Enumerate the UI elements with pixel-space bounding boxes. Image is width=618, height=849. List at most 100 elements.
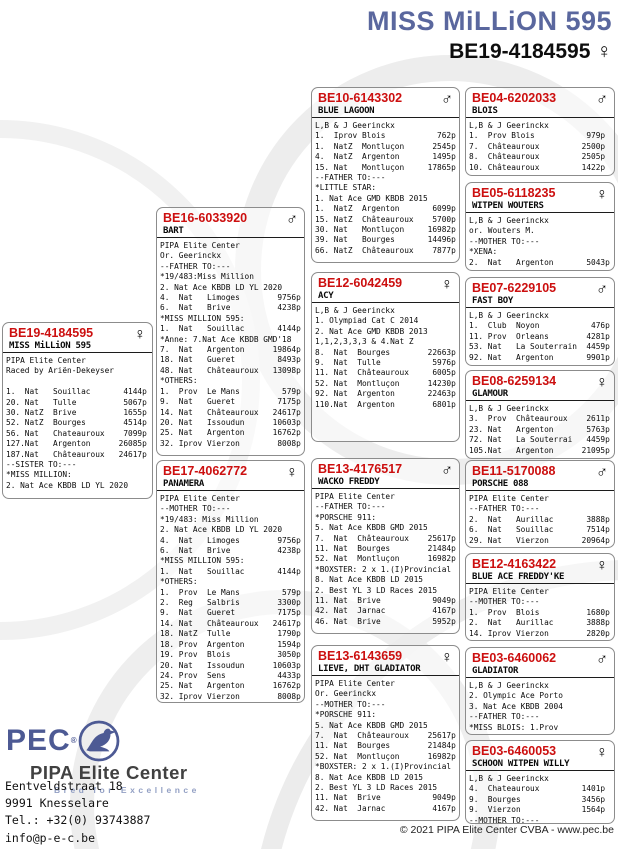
ring-number: BE17-4062772 <box>163 464 248 478</box>
achievement-line: L,B & J Geerinckx <box>469 404 549 413</box>
achievement-line: *PORSCHE 911: <box>315 512 377 522</box>
achievement-line: 52. NatZ Bourges 4514p <box>6 418 147 428</box>
female-sex-icon: ♀ <box>596 744 608 761</box>
achievement-line: --SISTER TO:--- <box>6 460 77 470</box>
achievement-line: 20. Nat Issoudun 10603p <box>160 417 301 427</box>
achievement-line: 19. Prov Blois 3050p <box>160 650 301 660</box>
achievement-line: Or. Geerinckx <box>315 689 377 699</box>
achievement-list: L,B & J Geerinckx 3. Prov Châteauroux 261… <box>466 401 614 458</box>
achievement-line: 3. Prov Châteauroux 2611p <box>469 414 610 424</box>
achievement-line: 11. Nat Brive 9049p <box>315 596 456 606</box>
achievement-list: PIPA Elite Center --FATHER TO:--- 2. Nat A… <box>466 491 614 547</box>
achievement-line: *OTHERS: <box>160 577 198 587</box>
achievement-line: 2. Nat Ace GMD KBDB 2013 <box>315 326 428 336</box>
achievement-line: 9. Bourges 3456p <box>469 794 606 804</box>
achievement-line: 4. Nat Limoges 9756p <box>160 293 301 303</box>
female-sex-icon: ♀ <box>596 557 608 574</box>
achievement-line: *BOXSTER: 2 x 1.(I)Provincial <box>315 762 452 772</box>
achievement-line: Raced by Ariën-Dekeyser <box>6 366 114 376</box>
achievement-line: 23. Nat Argenton 5763p <box>469 424 610 434</box>
achievement-line: 11. Nat Bourges 21484p <box>315 544 456 554</box>
achievement-line: 7. Nat Châteauroux 25617p <box>315 533 456 543</box>
pedigree-box-blois: BE04-6202033 BLOIS ♂ L,B & J Geerinckx 1.… <box>465 87 615 176</box>
address-phone: Tel.: +32(0) 93743887 <box>5 813 151 828</box>
achievement-line: 42. Nat Jarnac 4167p <box>315 606 456 616</box>
achievement-line: PIPA Elite Center <box>315 492 395 501</box>
achievement-line: 2. Nat Aurillac 3888p <box>469 514 610 524</box>
achievement-line: 29. Nat Vierzon 20964p <box>469 535 610 545</box>
copyright-line: © 2021 PIPA Elite Center CVBA - www.pec.… <box>399 824 614 836</box>
achievement-line: 7. Nat Châteauroux 25617p <box>315 731 456 741</box>
achievement-line: 1. Nat Souillac 4144p <box>160 566 301 576</box>
box-header: BE12-4163422 BLUE ACE FREDDY'KE ♀ <box>466 554 614 584</box>
achievement-line: 42. Nat Jarnac 4167p <box>315 803 456 813</box>
achievement-line: L,B & J Geerinckx <box>469 774 549 783</box>
achievement-line: 48. Nat Châteauroux 13098p <box>160 365 301 375</box>
pedigree-box-witpen-wouters: BE05-6118235 WITPEN WOUTERS ♀ L,B & J Ge… <box>465 182 615 271</box>
achievement-line: --MOTHER TO:--- <box>315 699 386 709</box>
achievement-line: PIPA Elite Center <box>160 241 240 250</box>
achievement-line: *Anne: 7.Nat Ace KBDB GMD'18 <box>160 334 292 344</box>
ring-number: BE10-6143302 <box>318 91 403 105</box>
achievement-line: 2. Nat Ace KBDB LD YL 2020 <box>6 480 129 490</box>
pigeon-name: SCHOON WITPEN WILLY <box>472 759 570 769</box>
achievement-list: L,B & J Geerinckx 1. Club Noyon 476p 11. P… <box>466 308 614 365</box>
achievement-line: *PORSCHE 911: <box>315 710 377 720</box>
male-sex-icon: ♂ <box>441 91 453 108</box>
ring-number: BE16-6033920 <box>163 211 248 225</box>
achievement-line: 92. Nat Argenton 22463p <box>315 389 456 399</box>
registered-mark: ® <box>70 736 78 745</box>
male-sex-icon: ♂ <box>596 464 608 481</box>
achievement-line: 5. Nat Ace KBDB GMD 2015 <box>315 523 428 533</box>
achievement-line: 10. Châteauroux 1422p <box>469 162 606 172</box>
achievement-line: *XENA: <box>469 247 498 257</box>
male-sex-icon: ♂ <box>286 211 298 228</box>
pigeon-name: PANAMERA <box>163 479 204 489</box>
achievement-list: L,B & J Geerinckx or. Wouters M. --MOTHER … <box>466 213 614 270</box>
achievement-list: PIPA Elite Center --FATHER TO:--- *PORSCHE… <box>312 489 459 629</box>
achievement-line: *BOXSTER: 2 x 1.(I)Provincial <box>315 564 452 574</box>
pigeon-name: WITPEN WOUTERS <box>472 201 544 211</box>
achievement-line: 32. Iprov Vierzon 8008p <box>160 438 301 448</box>
achievement-line: 11. Nat Châteauroux 6005p <box>315 368 456 378</box>
achievement-line: --FATHER TO:--- <box>315 173 386 183</box>
achievement-line: 6. Nat Brive 4238p <box>160 303 301 313</box>
achievement-line: 2. Best YL 3 LD Races 2015 <box>315 783 438 793</box>
box-header: BE04-6202033 BLOIS ♂ <box>466 88 614 118</box>
male-sex-icon: ♂ <box>441 462 453 479</box>
address-city: 9991 Knesselare <box>5 796 109 811</box>
ring-number: BE12-6042459 <box>318 276 403 290</box>
female-sex-icon: ♀ <box>596 374 608 391</box>
box-header: BE11-5170088 PORSCHE 088 ♂ <box>466 461 614 491</box>
box-header: BE10-6143302 BLUE LAGOON ♂ <box>312 88 459 118</box>
achievement-line: 1. Prov Blois 979p <box>469 131 606 141</box>
achievement-line: --FATHER TO:--- <box>160 261 231 271</box>
pigeon-name: WACKO FREDDY <box>318 477 380 487</box>
achievement-list: PIPA Elite Center Or. Geerinckx --MOTHER T… <box>312 676 459 816</box>
ring-number: BE11-5170088 <box>472 464 556 478</box>
achievement-line: --MOTHER TO:--- <box>160 504 231 514</box>
achievement-line: 8. Nat Bourges 22663p <box>315 347 456 357</box>
achievement-line: --FATHER TO:--- <box>315 502 386 512</box>
achievement-line: 1. Iprov Blois 762p <box>315 131 456 141</box>
achievement-line: 127.Nat Argenton 26085p <box>6 439 147 449</box>
pigeon-name: BLUE ACE FREDDY'KE <box>472 572 565 582</box>
achievement-line: L,B & J Geerinckx <box>469 216 549 225</box>
pigeon-name: FAST BOY <box>472 296 513 306</box>
achievement-line: 53. Nat La Souterrain 4459p <box>469 342 610 352</box>
achievement-line: --MOTHER TO:--- <box>469 236 540 246</box>
achievement-line: --FATHER TO:--- <box>469 504 540 514</box>
achievement-line: 25. Nat Argenton 16762p <box>160 428 301 438</box>
achievement-line: 2. Best YL 3 LD Races 2015 <box>315 585 438 595</box>
pedigree-box-gladiator: BE03-6460062 GLADIATOR ♂ L,B & J Geerinc… <box>465 647 615 735</box>
pedigree-box-fast-boy: BE07-6229105 FAST BOY ♂ L,B & J Geerinck… <box>465 277 615 366</box>
box-header: BE03-6460062 GLADIATOR ♂ <box>466 648 614 678</box>
achievement-line: 1. Nat Souillac 4144p <box>6 387 147 397</box>
achievement-line: 11. Prov Orleans 4281p <box>469 331 610 341</box>
male-sex-icon: ♂ <box>596 281 608 298</box>
pedigree-box-blue-lagoon: BE10-6143302 BLUE LAGOON ♂ L,B & J Geeri… <box>311 87 460 263</box>
achievement-line: 15. Nat Montluçon 17865p <box>315 162 456 172</box>
female-sex-icon: ♀ <box>441 649 453 666</box>
pedigree-box-blue-ace-freddyke: BE12-4163422 BLUE ACE FREDDY'KE ♀ PIPA E… <box>465 553 615 641</box>
